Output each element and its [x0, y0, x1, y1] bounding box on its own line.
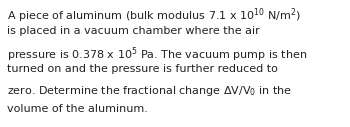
Text: turned on and the pressure is further reduced to: turned on and the pressure is further re…	[7, 65, 278, 75]
Text: volume of the aluminum.: volume of the aluminum.	[7, 104, 148, 114]
Text: zero. Determine the fractional change $\Delta$V/V$_0$ in the: zero. Determine the fractional change $\…	[7, 84, 292, 98]
Text: pressure is 0.378 x 10$^{5}$ Pa. The vacuum pump is then: pressure is 0.378 x 10$^{5}$ Pa. The vac…	[7, 45, 307, 64]
Text: is placed in a vacuum chamber where the air: is placed in a vacuum chamber where the …	[7, 26, 260, 36]
Text: A piece of aluminum (bulk modulus 7.1 x 10$^{10}$ N/m$^{2}$): A piece of aluminum (bulk modulus 7.1 x …	[7, 6, 301, 25]
